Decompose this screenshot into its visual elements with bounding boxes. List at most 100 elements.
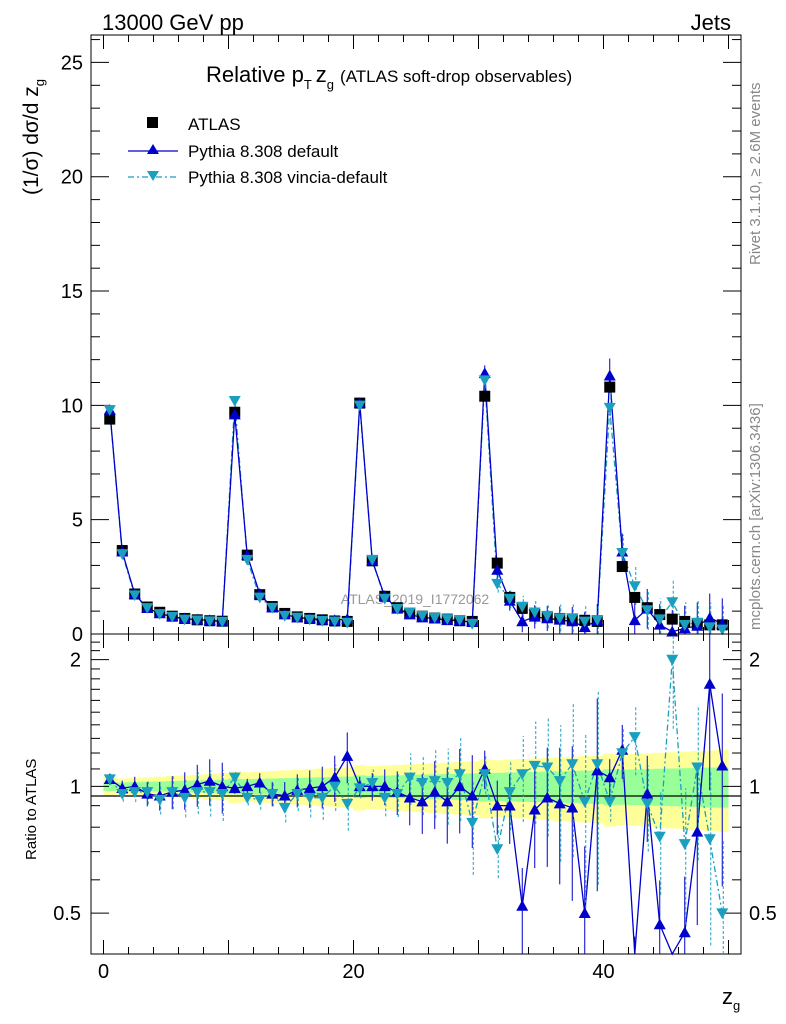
ratio-default-point bbox=[703, 677, 716, 689]
ratio-vincia-point bbox=[316, 792, 329, 804]
vincia-data-point bbox=[503, 593, 516, 605]
ratio-vincia-point bbox=[503, 787, 516, 798]
vincia-data-point bbox=[403, 607, 416, 619]
ratio-vincia-point bbox=[203, 787, 216, 798]
legend-vincia: Pythia 8.308 vincia-default bbox=[188, 168, 388, 187]
vincia-data-point bbox=[478, 375, 491, 387]
ratio-vincia-point bbox=[191, 787, 204, 798]
ratio-vincia-point bbox=[541, 762, 554, 774]
y-tick-label: 5 bbox=[72, 510, 83, 532]
ratio-default-point bbox=[716, 759, 729, 771]
ratio-tick-label-right: 0.5 bbox=[749, 903, 777, 925]
ratio-default-point bbox=[578, 907, 591, 918]
x-tick-label: 40 bbox=[592, 961, 614, 983]
vincia-data-point bbox=[616, 548, 629, 559]
atlas-data-point bbox=[479, 390, 491, 402]
header-left: 13000 GeV pp bbox=[102, 10, 244, 35]
ratio-default-point bbox=[516, 900, 529, 911]
ratio-default-point bbox=[653, 918, 666, 930]
ratio-default-point bbox=[553, 797, 566, 809]
ratio-axis-ticks: 0.5 0.5 1 1 2 2 bbox=[53, 641, 777, 925]
ratio-vincia-point bbox=[628, 732, 641, 743]
y-tick-label: 10 bbox=[61, 395, 83, 417]
ratio-tick-label-right: 1 bbox=[749, 776, 760, 798]
ratio-default-point bbox=[403, 791, 416, 803]
ratio-y-axis-label: Ratio to ATLAS bbox=[23, 759, 40, 860]
vincia-data-point bbox=[391, 604, 404, 615]
ratio-default-point bbox=[378, 780, 391, 792]
vincia-data-point bbox=[103, 405, 116, 416]
vincia-data-point bbox=[341, 617, 354, 629]
atlas-data-point bbox=[491, 557, 503, 569]
ratio-vincia-point bbox=[441, 777, 454, 789]
ratio-tick-label-right: 2 bbox=[749, 650, 760, 672]
atlas-data-point bbox=[629, 591, 641, 603]
legend-default-marker bbox=[147, 144, 159, 154]
vincia-data-point bbox=[253, 592, 266, 604]
ratio-default-point bbox=[216, 780, 229, 792]
ratio-frame bbox=[90, 633, 742, 955]
vincia-data-point bbox=[141, 603, 154, 614]
ratio-vincia-point bbox=[391, 789, 404, 800]
vincia-data-point bbox=[466, 618, 479, 630]
default-data-point bbox=[491, 563, 504, 575]
ratio-vincia-point bbox=[716, 908, 729, 920]
legend-atlas-marker bbox=[147, 117, 158, 128]
ratio-vincia-point bbox=[328, 781, 341, 793]
ratio-vincia-point bbox=[416, 777, 429, 789]
ratio-vincia-point bbox=[553, 776, 566, 787]
vincia-data-point bbox=[303, 614, 316, 626]
default-data-point bbox=[228, 408, 241, 420]
ratio-vincia-point bbox=[516, 769, 529, 780]
vincia-data-point bbox=[153, 609, 166, 620]
ratio-default-point bbox=[203, 774, 216, 786]
vincia-data-point bbox=[378, 593, 391, 605]
vincia-data-point bbox=[716, 624, 729, 636]
ratio-default-point bbox=[541, 791, 554, 803]
ratio-default-point bbox=[428, 785, 441, 797]
ratio-vincia-point bbox=[253, 794, 266, 806]
rivet-label: Rivet 3.1.10, ≥ 2.6M events bbox=[747, 83, 764, 266]
ratio-vincia-point bbox=[291, 789, 304, 800]
ratio-panel: 0.5 0.5 1 1 2 2 bbox=[53, 633, 777, 956]
green-band-segment bbox=[341, 776, 354, 797]
header-right: Jets bbox=[691, 10, 731, 35]
ratio-default-point bbox=[491, 799, 504, 811]
x-axis-label: zg bbox=[722, 984, 740, 1013]
ratio-default-point bbox=[178, 784, 191, 795]
ratio-default-point bbox=[416, 795, 429, 807]
ratio-default-point bbox=[466, 789, 479, 801]
main-axis-ticks: 0 5 10 15 20 25 bbox=[61, 39, 741, 646]
atlas-data-point bbox=[616, 561, 628, 573]
ratio-vincia-point bbox=[678, 839, 691, 850]
vincia-data-point bbox=[641, 605, 654, 616]
ratio-vincia-point bbox=[453, 769, 466, 780]
vincia-data-point bbox=[553, 613, 566, 624]
vincia-data-point bbox=[203, 616, 216, 628]
x-axis-ticks: 0 20 40 bbox=[98, 35, 729, 983]
main-y-axis-label: (1/σ) dσ/d zg bbox=[20, 79, 47, 195]
ratio-default-point bbox=[316, 780, 329, 792]
ratio-default-point bbox=[241, 780, 254, 792]
vincia-data-point bbox=[328, 616, 341, 628]
main-panel: 0 5 10 15 20 25 ATLAS_2019_I1772062 bbox=[61, 34, 742, 646]
vincia-data-point bbox=[416, 610, 429, 622]
ratio-vincia-point bbox=[616, 748, 629, 760]
vincia-data-point bbox=[166, 611, 179, 623]
mcplots-label: mcplots.cern.ch [arXiv:1306.3436] bbox=[747, 403, 764, 630]
ratio-vincia-point bbox=[403, 772, 416, 784]
ratio-default-point bbox=[191, 778, 204, 790]
atlas-data-point bbox=[104, 413, 116, 425]
vincia-data-point bbox=[691, 617, 704, 629]
vincia-data-point bbox=[591, 615, 604, 626]
chart-title: Relative pT zg (ATLAS soft-drop observable… bbox=[206, 62, 572, 92]
ratio-vincia-point bbox=[241, 792, 254, 804]
ratio-default-point bbox=[253, 776, 266, 788]
vincia-data-point bbox=[566, 613, 579, 624]
ratio-default-point bbox=[603, 771, 616, 783]
ratio-vincia-point bbox=[478, 769, 491, 780]
ratio-default-point bbox=[328, 771, 341, 783]
vincia-data-point bbox=[316, 615, 329, 627]
ratio-vincia-point bbox=[178, 792, 191, 804]
vincia-data-point bbox=[428, 612, 441, 624]
